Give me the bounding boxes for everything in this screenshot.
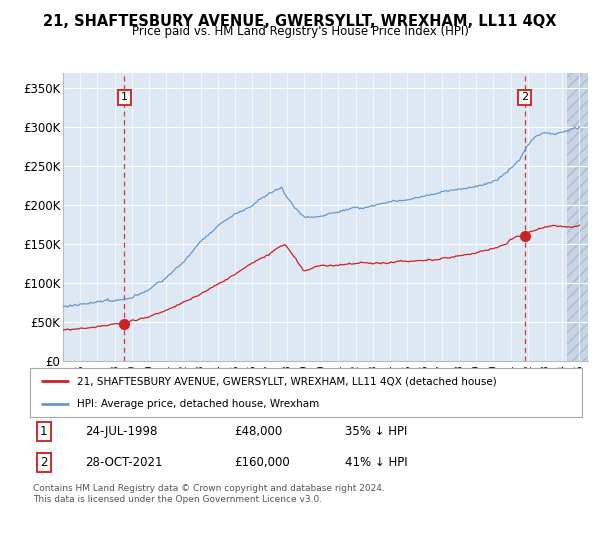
Text: HPI: Average price, detached house, Wrexham: HPI: Average price, detached house, Wrex…: [77, 399, 319, 409]
Text: 21, SHAFTESBURY AVENUE, GWERSYLLT, WREXHAM, LL11 4QX: 21, SHAFTESBURY AVENUE, GWERSYLLT, WREXH…: [43, 14, 557, 29]
Text: 24-JUL-1998: 24-JUL-1998: [85, 425, 158, 438]
Text: 35% ↓ HPI: 35% ↓ HPI: [344, 425, 407, 438]
Text: Price paid vs. HM Land Registry's House Price Index (HPI): Price paid vs. HM Land Registry's House …: [131, 25, 469, 38]
Text: 21, SHAFTESBURY AVENUE, GWERSYLLT, WREXHAM, LL11 4QX (detached house): 21, SHAFTESBURY AVENUE, GWERSYLLT, WREXH…: [77, 376, 497, 386]
Text: £160,000: £160,000: [234, 456, 290, 469]
Bar: [568, 73, 588, 361]
Text: £48,000: £48,000: [234, 425, 283, 438]
Text: 41% ↓ HPI: 41% ↓ HPI: [344, 456, 407, 469]
Text: 1: 1: [40, 425, 47, 438]
Text: 2: 2: [40, 456, 47, 469]
Text: Contains HM Land Registry data © Crown copyright and database right 2024.
This d: Contains HM Land Registry data © Crown c…: [33, 484, 385, 504]
Text: 2: 2: [521, 92, 529, 102]
Text: 28-OCT-2021: 28-OCT-2021: [85, 456, 163, 469]
Text: 1: 1: [121, 92, 128, 102]
